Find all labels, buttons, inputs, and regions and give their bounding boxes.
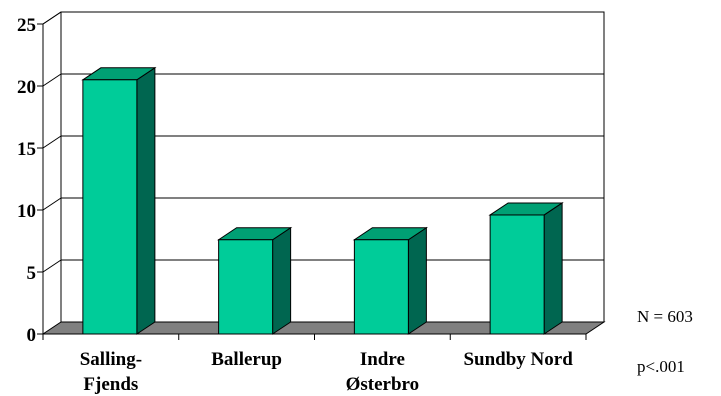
- bars: [81, 66, 564, 335]
- gridline-side: [42, 135, 62, 149]
- bar-front: [353, 239, 409, 335]
- bar: [352, 226, 429, 335]
- bar: [216, 226, 293, 335]
- y-tick-labels: 0 5 10 15 20 25: [17, 15, 36, 346]
- gridline-side: [42, 73, 62, 87]
- gridline-side: [42, 197, 62, 211]
- y-tick-label: 25: [17, 15, 36, 36]
- y-tick-label: 0: [27, 325, 37, 346]
- x-tick-label: Ballerup: [211, 349, 282, 370]
- bar-side: [543, 202, 563, 335]
- bar-front: [82, 79, 138, 335]
- x-tick-label: Sundby Nord: [463, 349, 573, 370]
- bar-front: [218, 239, 274, 335]
- bar-side: [136, 66, 156, 335]
- y-tick-label: 10: [17, 201, 36, 222]
- p-value-note: p<.001: [637, 357, 685, 376]
- x-tick-label: Indre Østerbro: [346, 349, 420, 395]
- bar-side: [407, 226, 427, 335]
- gridline-side: [42, 259, 62, 273]
- x-tick-labels: Salling-Fjends Ballerup Indre Østerbro Sundb…: [80, 349, 573, 395]
- bar: [488, 202, 564, 335]
- bar: [81, 66, 157, 335]
- y-tick-label: 5: [27, 263, 37, 284]
- y-tick-label: 20: [17, 77, 36, 98]
- bar-front: [489, 214, 545, 335]
- sample-size-note: N = 603: [637, 307, 693, 326]
- x-tick-label: Salling-Fjends: [80, 349, 142, 395]
- axis-top-edge: [42, 11, 62, 25]
- y-tick-label: 15: [17, 139, 36, 160]
- bar-side: [272, 226, 292, 335]
